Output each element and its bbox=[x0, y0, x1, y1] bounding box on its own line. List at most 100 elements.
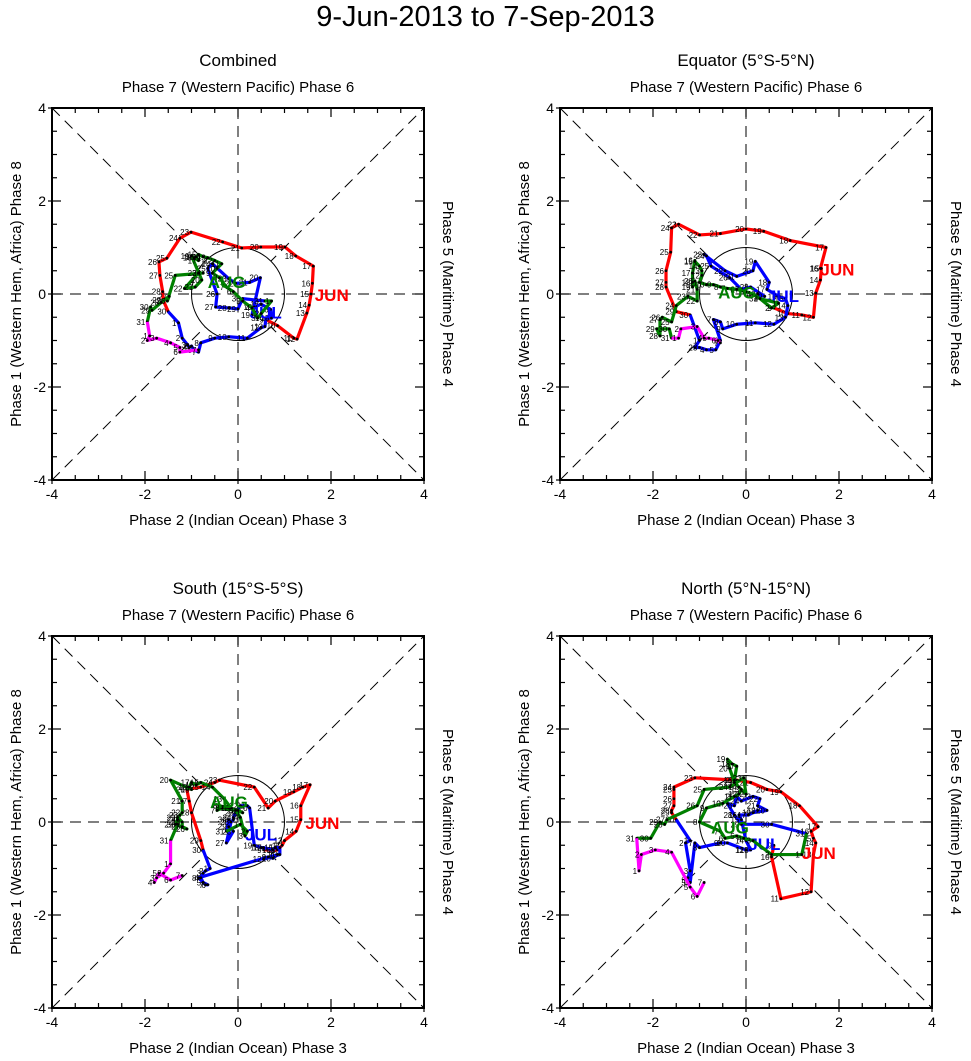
day-label: 1 bbox=[164, 860, 169, 869]
day-marker bbox=[256, 316, 259, 320]
day-marker bbox=[732, 804, 736, 808]
day-label: 24 bbox=[719, 783, 728, 792]
day-marker bbox=[728, 276, 732, 280]
day-label: 4 bbox=[234, 813, 239, 822]
day-marker bbox=[211, 785, 214, 789]
day-label: 17 bbox=[250, 300, 259, 309]
day-marker bbox=[726, 841, 729, 845]
day-marker bbox=[742, 836, 746, 840]
series-line-sep bbox=[635, 838, 706, 899]
day-marker bbox=[700, 269, 704, 273]
day-marker bbox=[150, 308, 154, 312]
day-label: 7 bbox=[714, 339, 719, 348]
day-marker bbox=[824, 246, 828, 249]
day-marker bbox=[664, 280, 668, 284]
day-marker bbox=[746, 813, 750, 817]
day-label: 2 bbox=[679, 839, 684, 848]
day-marker bbox=[705, 254, 708, 258]
day-label: 18 bbox=[747, 806, 756, 815]
x-tick-label: -4 bbox=[554, 1014, 567, 1030]
day-label: 18 bbox=[250, 844, 259, 853]
day-label: 19 bbox=[181, 252, 190, 261]
day-marker bbox=[698, 280, 701, 284]
day-label: 13 bbox=[730, 785, 739, 794]
day-marker bbox=[784, 315, 787, 319]
day-label: 15 bbox=[684, 257, 693, 266]
day-label: 22 bbox=[174, 284, 183, 293]
day-marker bbox=[259, 302, 263, 306]
day-label: 11 bbox=[745, 319, 754, 328]
bottom-axis-label: Phase 2 (Indian Ocean) Phase 3 bbox=[637, 1040, 855, 1057]
day-marker bbox=[224, 285, 228, 289]
day-marker bbox=[749, 781, 753, 784]
x-tick-label: -4 bbox=[46, 1014, 59, 1030]
day-label: 13 bbox=[805, 289, 814, 298]
day-marker bbox=[772, 843, 776, 847]
day-marker bbox=[250, 306, 254, 310]
day-marker bbox=[157, 260, 161, 264]
day-label: 18 bbox=[243, 303, 252, 312]
day-marker bbox=[269, 307, 272, 311]
day-label: 1 bbox=[234, 820, 239, 829]
y-tick-label: 2 bbox=[546, 193, 554, 209]
day-marker bbox=[301, 785, 305, 789]
day-marker bbox=[227, 306, 231, 310]
y-tick-label: 4 bbox=[38, 628, 46, 644]
day-label: 16 bbox=[723, 776, 732, 785]
day-label: 23 bbox=[208, 776, 217, 785]
day-marker bbox=[702, 788, 706, 791]
bottom-axis-label: Phase 2 (Indian Ocean) Phase 3 bbox=[129, 1040, 347, 1057]
day-marker bbox=[199, 781, 203, 784]
day-marker bbox=[719, 829, 722, 833]
day-marker bbox=[176, 815, 179, 819]
month-label-jun: JUN bbox=[315, 286, 349, 305]
day-label: 28 bbox=[152, 288, 161, 297]
day-label: 12 bbox=[253, 855, 262, 864]
day-marker bbox=[726, 757, 729, 761]
day-marker bbox=[719, 285, 722, 289]
day-label: 14 bbox=[298, 301, 307, 310]
left-axis-label: Phase 1 (Western Hem, Africa) Phase 8 bbox=[8, 689, 25, 955]
day-marker bbox=[695, 299, 699, 303]
day-label: 24 bbox=[730, 797, 739, 806]
day-label: 1 bbox=[693, 337, 698, 346]
day-label: 20 bbox=[756, 806, 765, 815]
day-marker bbox=[726, 287, 729, 290]
day-label: 6 bbox=[712, 337, 717, 346]
day-label: 3 bbox=[693, 343, 698, 352]
day-label: 22 bbox=[726, 776, 735, 785]
day-label: 4 bbox=[194, 874, 199, 883]
day-label: 24 bbox=[696, 252, 705, 261]
day-marker bbox=[819, 278, 822, 282]
day-label: 1 bbox=[633, 867, 638, 876]
day-marker bbox=[723, 836, 727, 840]
day-marker bbox=[751, 811, 755, 815]
day-label: 12 bbox=[800, 888, 809, 897]
day-label: 3 bbox=[197, 869, 202, 878]
day-marker bbox=[145, 339, 149, 342]
day-label: 5 bbox=[173, 343, 178, 352]
day-marker bbox=[214, 305, 218, 309]
day-marker bbox=[308, 783, 312, 787]
day-marker bbox=[672, 785, 676, 789]
day-label: 23 bbox=[684, 774, 693, 783]
x-tick-label: 0 bbox=[742, 1014, 750, 1030]
day-label: 18 bbox=[721, 760, 730, 769]
day-marker bbox=[252, 843, 256, 847]
day-label: 22 bbox=[749, 795, 758, 804]
day-marker bbox=[190, 811, 193, 815]
day-marker bbox=[213, 336, 217, 340]
day-marker bbox=[250, 313, 254, 317]
day-label: 5 bbox=[684, 883, 689, 892]
day-label: 21 bbox=[710, 230, 719, 239]
day-marker bbox=[762, 229, 766, 233]
day-marker bbox=[763, 294, 766, 298]
day-marker bbox=[169, 862, 172, 866]
day-label: 5 bbox=[730, 832, 735, 841]
day-marker bbox=[206, 256, 210, 260]
day-label: 24 bbox=[661, 224, 670, 233]
day-label: 3 bbox=[691, 323, 696, 332]
day-label: 18 bbox=[779, 237, 788, 246]
day-label: 28 bbox=[655, 283, 664, 292]
day-marker bbox=[693, 259, 697, 262]
